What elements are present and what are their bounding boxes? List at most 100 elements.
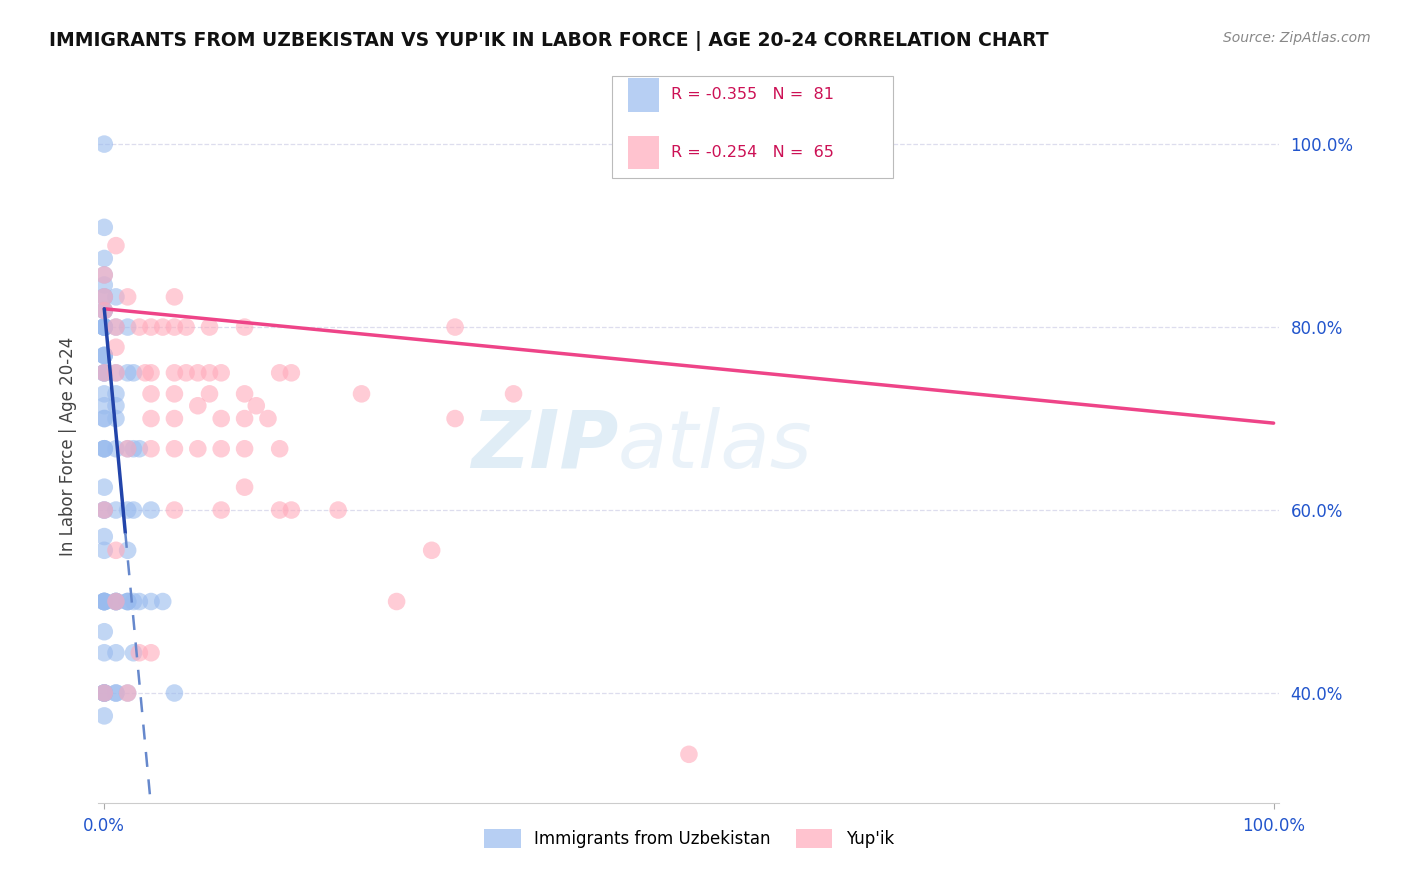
Point [233, 320, 256, 334]
Point [233, 480, 256, 494]
Point [122, 503, 145, 517]
Point [104, 290, 127, 304]
Point [93, 530, 115, 544]
Point [104, 646, 127, 660]
Point [93, 686, 115, 700]
Point [104, 340, 127, 354]
Point [444, 411, 467, 425]
Point [93, 320, 115, 334]
Point [152, 594, 174, 608]
Point [93, 320, 115, 334]
Point [163, 290, 186, 304]
Point [117, 594, 139, 608]
Text: IMMIGRANTS FROM UZBEKISTAN VS YUP'IK IN LABOR FORCE | AGE 20-24 CORRELATION CHAR: IMMIGRANTS FROM UZBEKISTAN VS YUP'IK IN … [49, 31, 1049, 51]
Point [104, 594, 127, 608]
Legend: Immigrants from Uzbekistan, Yup'ik: Immigrants from Uzbekistan, Yup'ik [478, 822, 900, 855]
Point [280, 366, 302, 380]
Point [117, 290, 139, 304]
Point [678, 747, 700, 762]
Point [280, 503, 302, 517]
Point [93, 320, 115, 334]
Point [117, 543, 139, 558]
Point [93, 709, 115, 723]
Point [93, 348, 115, 362]
Point [93, 366, 115, 380]
Point [93, 686, 115, 700]
Text: R = -0.355   N =  81: R = -0.355 N = 81 [671, 87, 834, 102]
Point [117, 686, 139, 700]
Point [93, 411, 115, 425]
Point [174, 320, 197, 334]
Point [269, 366, 291, 380]
Point [93, 624, 115, 639]
Point [245, 399, 267, 413]
Text: R = -0.254   N =  65: R = -0.254 N = 65 [671, 145, 834, 160]
Point [93, 442, 115, 456]
Point [326, 503, 349, 517]
Point [93, 686, 115, 700]
Point [187, 442, 209, 456]
Point [93, 303, 115, 318]
Point [104, 387, 127, 401]
Point [128, 646, 150, 660]
Point [139, 387, 162, 401]
Point [209, 442, 232, 456]
Point [139, 594, 162, 608]
Point [104, 686, 127, 700]
Point [209, 503, 232, 517]
Point [209, 366, 232, 380]
Point [93, 543, 115, 558]
Point [104, 503, 127, 517]
Point [139, 646, 162, 660]
Point [104, 399, 127, 413]
Text: ZIP: ZIP [471, 407, 619, 485]
Point [93, 366, 115, 380]
Y-axis label: In Labor Force | Age 20-24: In Labor Force | Age 20-24 [59, 336, 77, 556]
Point [117, 594, 139, 608]
Point [93, 594, 115, 608]
Point [117, 442, 139, 456]
Point [117, 686, 139, 700]
Point [174, 366, 197, 380]
Point [117, 442, 139, 456]
Point [350, 387, 373, 401]
Point [93, 503, 115, 517]
Point [187, 366, 209, 380]
Point [93, 646, 115, 660]
Point [163, 686, 186, 700]
Point [163, 503, 186, 517]
Point [233, 411, 256, 425]
Point [187, 399, 209, 413]
Point [122, 594, 145, 608]
Point [444, 320, 467, 334]
Point [233, 442, 256, 456]
Point [93, 268, 115, 282]
Point [269, 503, 291, 517]
Point [93, 387, 115, 401]
Point [93, 442, 115, 456]
Point [198, 387, 221, 401]
Point [93, 686, 115, 700]
Point [93, 137, 115, 152]
Point [163, 442, 186, 456]
Point [93, 290, 115, 304]
Point [93, 480, 115, 494]
Point [117, 594, 139, 608]
Text: atlas: atlas [619, 407, 813, 485]
Point [93, 277, 115, 292]
Point [104, 320, 127, 334]
Point [93, 366, 115, 380]
Point [257, 411, 280, 425]
Point [104, 594, 127, 608]
Point [163, 411, 186, 425]
Point [117, 503, 139, 517]
Point [93, 252, 115, 266]
Point [104, 238, 127, 252]
Point [93, 320, 115, 334]
Point [104, 543, 127, 558]
Point [134, 366, 156, 380]
Point [93, 348, 115, 362]
Point [420, 543, 443, 558]
Point [93, 290, 115, 304]
Point [233, 387, 256, 401]
